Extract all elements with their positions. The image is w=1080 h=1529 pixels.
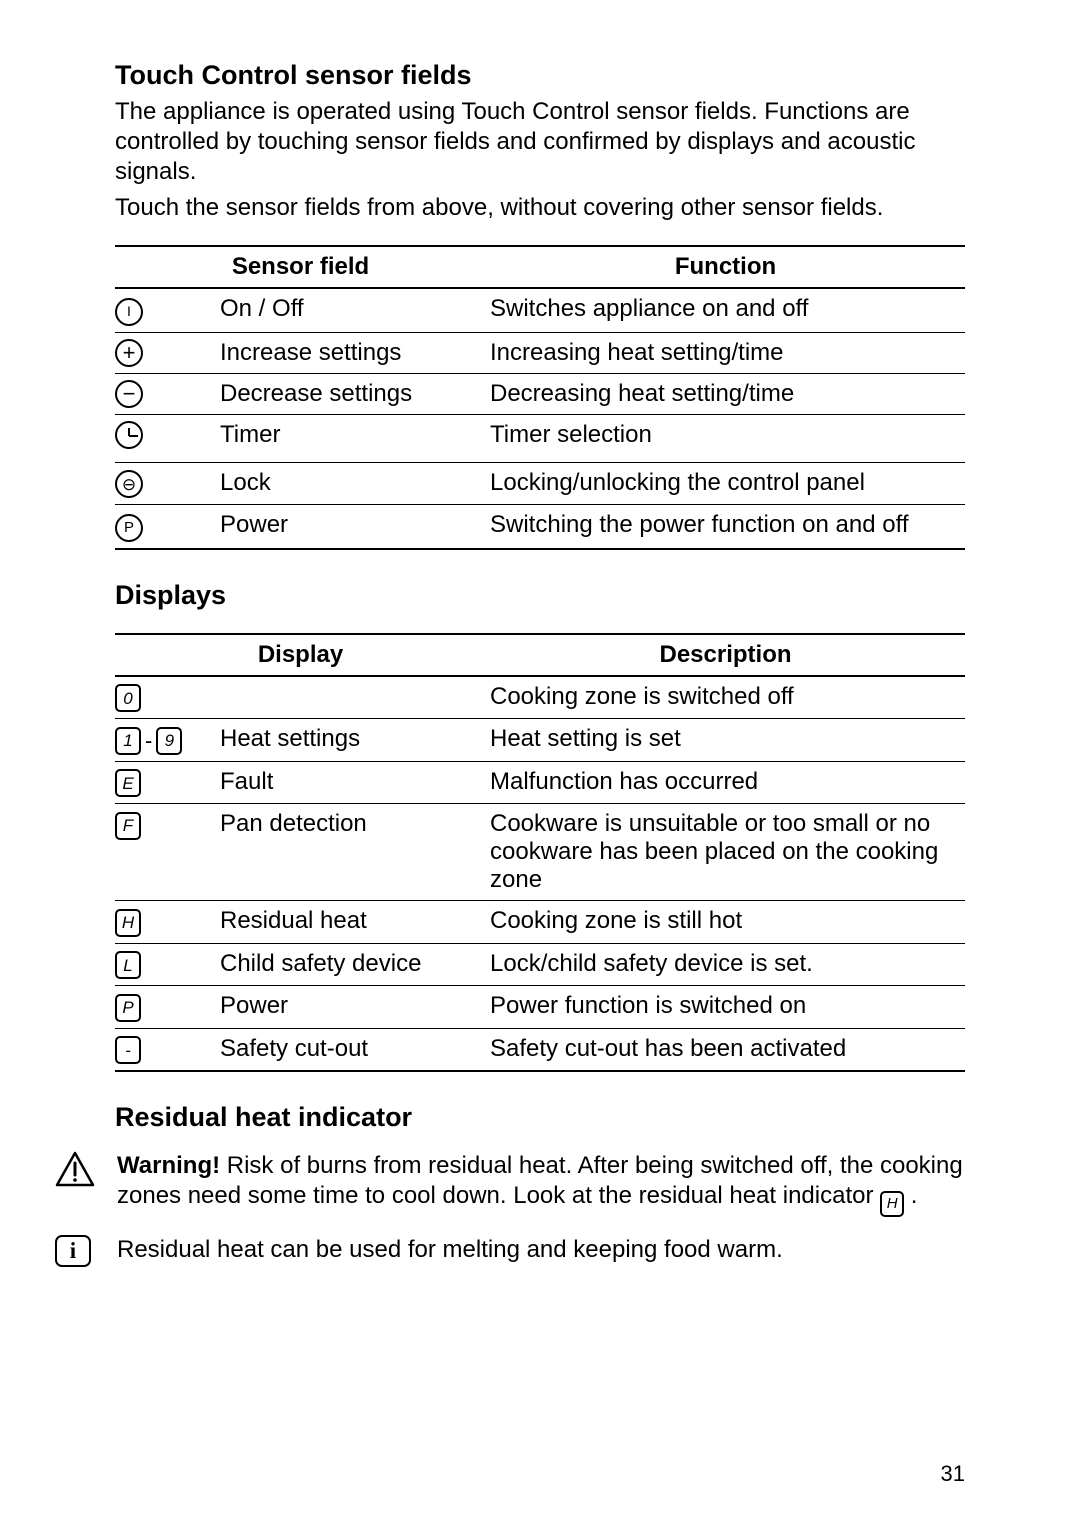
display-desc: Heat setting is set — [490, 719, 965, 762]
table-row: E Fault Malfunction has occurred — [115, 761, 965, 804]
sensor-label: Power — [220, 505, 490, 549]
manual-page: Touch Control sensor fields The applianc… — [0, 0, 1080, 1529]
warning-body-2: . — [904, 1182, 917, 1209]
table-header-row: Sensor field Function — [115, 246, 965, 288]
display-desc: Malfunction has occurred — [490, 761, 965, 804]
display-label: Child safety device — [220, 943, 490, 986]
display-label: Pan detection — [220, 804, 490, 901]
sensor-col-header: Sensor field — [115, 246, 490, 288]
touch-para-2: Touch the sensor fields from above, with… — [115, 193, 965, 223]
display-dash-icon: - — [115, 1036, 141, 1064]
table-row: Power Switching the power function on an… — [115, 505, 965, 549]
display-E-icon: E — [115, 769, 141, 797]
display-0-icon: 0 — [115, 684, 141, 712]
table-row: Decrease settings Decreasing heat settin… — [115, 373, 965, 414]
display-desc: Power function is switched on — [490, 986, 965, 1029]
table-row: F Pan detection Cookware is unsuitable o… — [115, 804, 965, 901]
warning-body: Risk of burns from residual heat. After … — [117, 1152, 963, 1209]
display-L-icon: L — [115, 951, 141, 979]
sensor-label: On / Off — [220, 288, 490, 332]
warning-triangle-icon — [55, 1151, 95, 1187]
table-row: H Residual heat Cooking zone is still ho… — [115, 901, 965, 944]
info-icon: i — [55, 1235, 91, 1267]
table-row: P Power Power function is switched on — [115, 986, 965, 1029]
display-desc: Safety cut-out has been activated — [490, 1028, 965, 1071]
display-1-9-icon: 1-9 — [115, 727, 182, 755]
heading-residual-heat: Residual heat indicator — [115, 1102, 965, 1133]
display-P-icon: P — [115, 994, 141, 1022]
sensor-function: Switches appliance on and off — [490, 288, 965, 332]
heading-touch-control: Touch Control sensor fields — [115, 60, 965, 91]
minus-icon — [115, 380, 143, 408]
function-col-header: Function — [490, 246, 965, 288]
sensor-label: Decrease settings — [220, 373, 490, 414]
table-row: On / Off Switches appliance on and off — [115, 288, 965, 332]
sensor-field-table: Sensor field Function On / Off Switches … — [115, 245, 965, 550]
sensor-function: Decreasing heat setting/time — [490, 373, 965, 414]
warning-block: Warning! Risk of burns from residual hea… — [55, 1151, 965, 1217]
plus-icon — [115, 339, 143, 367]
display-H-icon: H — [115, 909, 141, 937]
display-label: Residual heat — [220, 901, 490, 944]
sensor-label: Lock — [220, 462, 490, 505]
table-row: Timer Timer selection — [115, 414, 965, 462]
lock-icon: ⊖ — [115, 470, 143, 498]
info-block: i Residual heat can be used for melting … — [55, 1235, 965, 1267]
sensor-function: Timer selection — [490, 414, 965, 462]
table-row: Increase settings Increasing heat settin… — [115, 332, 965, 373]
sensor-function: Switching the power function on and off — [490, 505, 965, 549]
warning-text: Warning! Risk of burns from residual hea… — [117, 1151, 965, 1217]
info-text: Residual heat can be used for melting an… — [117, 1235, 783, 1267]
onoff-icon — [115, 298, 143, 326]
sensor-label: Increase settings — [220, 332, 490, 373]
sensor-function: Increasing heat setting/time — [490, 332, 965, 373]
sensor-label: Timer — [220, 414, 490, 462]
display-F-icon: F — [115, 812, 141, 840]
sensor-function: Locking/unlocking the control panel — [490, 462, 965, 505]
table-row: ⊖ Lock Locking/unlocking the control pan… — [115, 462, 965, 505]
display-desc: Cooking zone is still hot — [490, 901, 965, 944]
table-row: 1-9 Heat settings Heat setting is set — [115, 719, 965, 762]
warning-label: Warning! — [117, 1152, 220, 1179]
display-desc: Cookware is unsuitable or too small or n… — [490, 804, 965, 901]
display-label: Power — [220, 986, 490, 1029]
table-row: - Safety cut-out Safety cut-out has been… — [115, 1028, 965, 1071]
heading-displays: Displays — [115, 580, 965, 611]
timer-icon — [115, 421, 143, 449]
display-desc: Lock/child safety device is set. — [490, 943, 965, 986]
table-row: L Child safety device Lock/child safety … — [115, 943, 965, 986]
page-number: 31 — [941, 1461, 965, 1487]
display-H-inline-icon: H — [880, 1191, 904, 1217]
display-label — [220, 676, 490, 719]
display-label: Heat settings — [220, 719, 490, 762]
display-desc: Cooking zone is switched off — [490, 676, 965, 719]
displays-table: Display Description 0 Cooking zone is sw… — [115, 633, 965, 1073]
power-icon — [115, 514, 143, 542]
table-header-row: Display Description — [115, 634, 965, 676]
description-col-header: Description — [490, 634, 965, 676]
touch-para-1: The appliance is operated using Touch Co… — [115, 97, 965, 187]
display-col-header: Display — [115, 634, 490, 676]
table-row: 0 Cooking zone is switched off — [115, 676, 965, 719]
display-label: Fault — [220, 761, 490, 804]
display-label: Safety cut-out — [220, 1028, 490, 1071]
